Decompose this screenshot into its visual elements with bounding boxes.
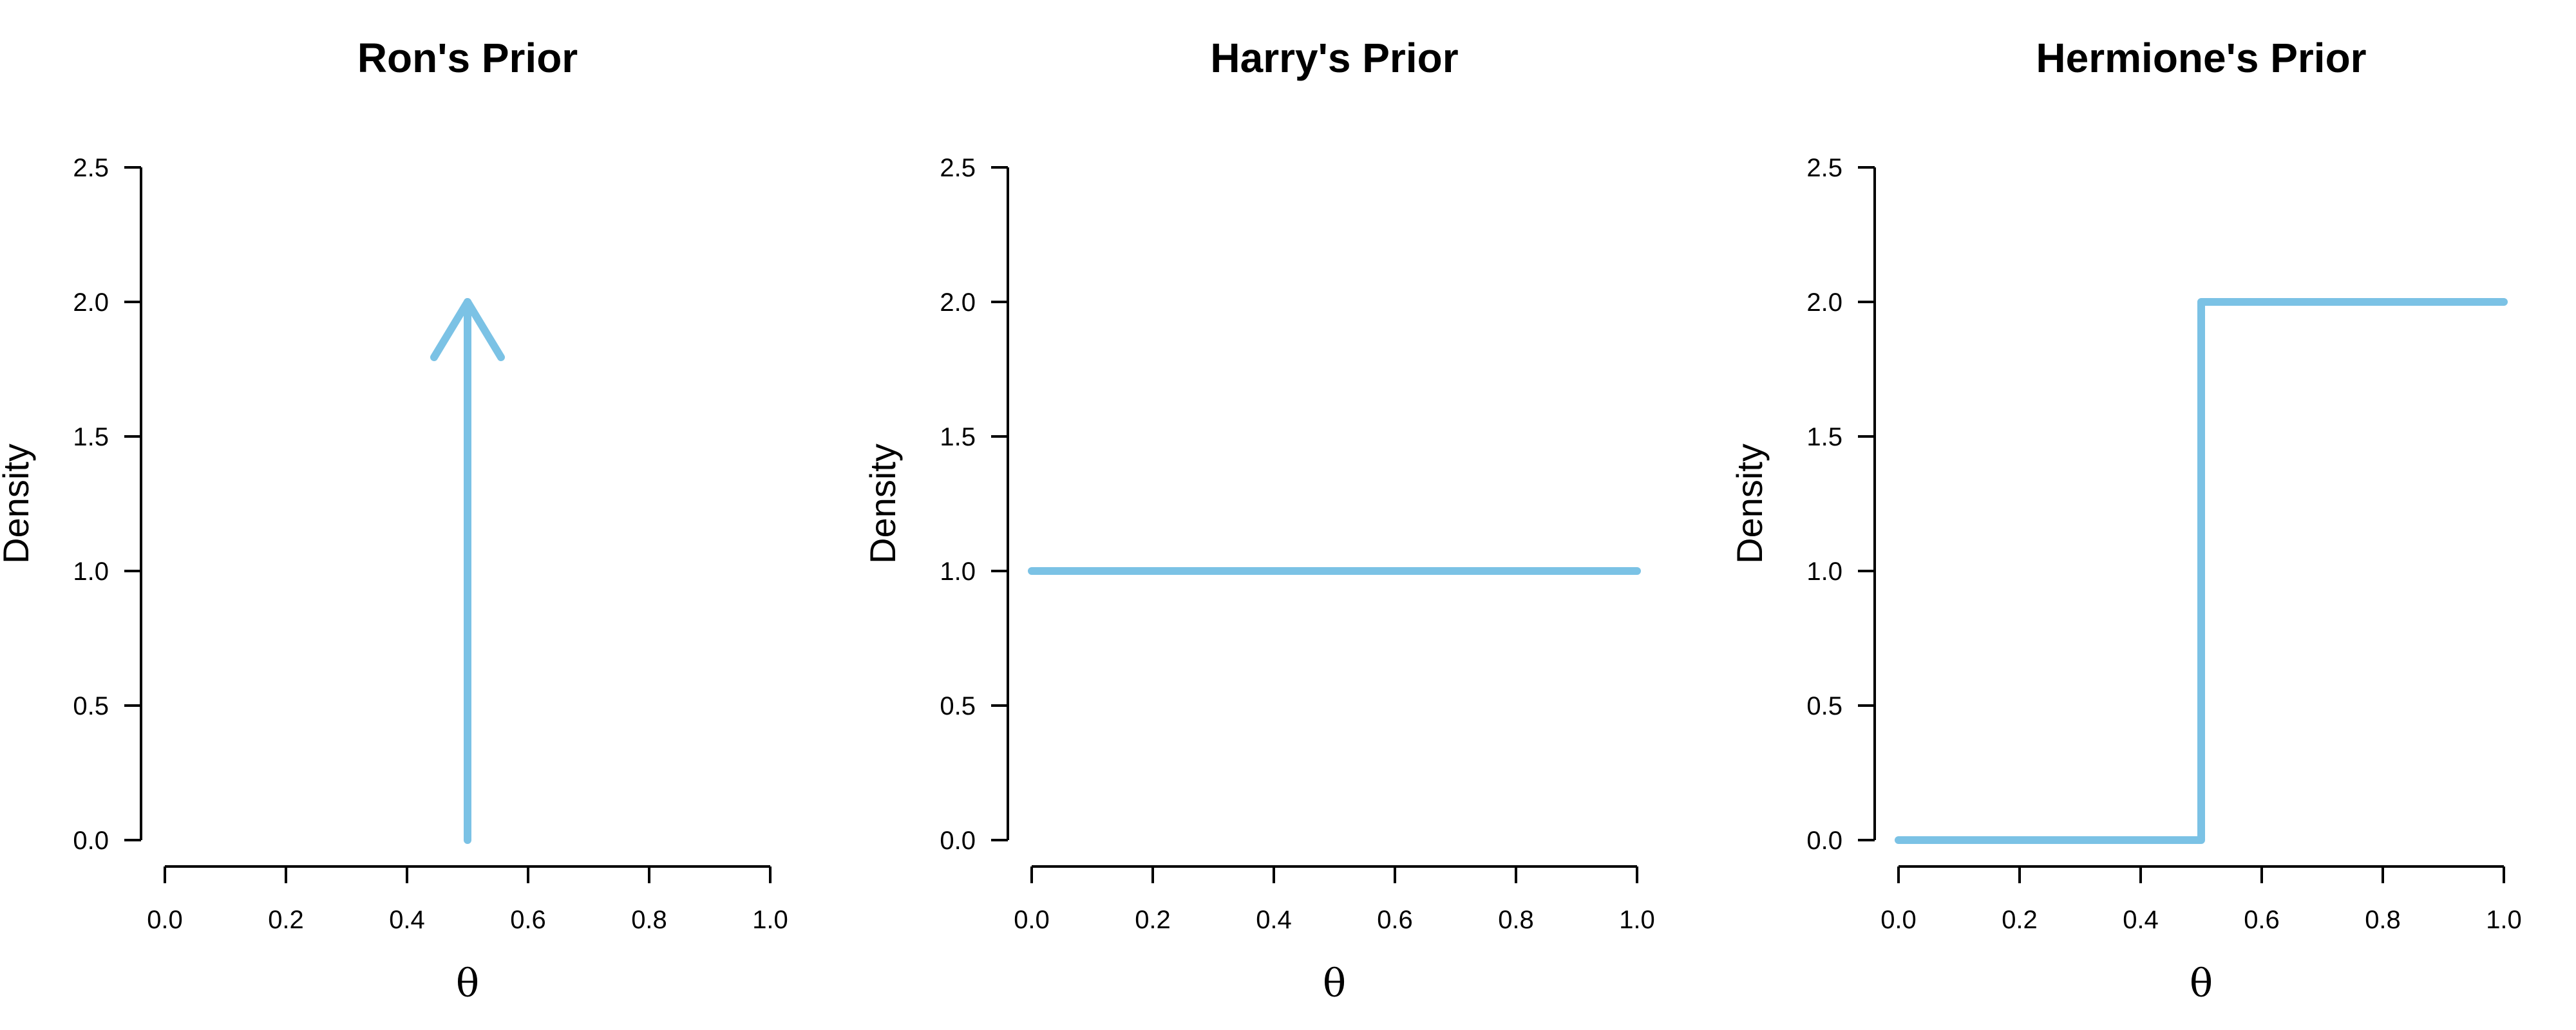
x-tick-label: 1.0 [752, 906, 788, 934]
arrowhead [430, 298, 505, 361]
y-tick-label: 1.5 [940, 423, 976, 451]
chart-panel: Ron's Prior 0.0 0.5 1.0 1.5 2.0 2.5 0.0 0.2 0.4 0.… [0, 35, 788, 1006]
density-line [1895, 298, 2508, 844]
y-tick-label: 2.5 [1806, 154, 1842, 182]
chart-panel: Harry's Prior 0.0 0.5 1.0 1.5 2.0 2.5 0.0 0.2 0.4… [862, 35, 1655, 1006]
y-tick-label: 2.0 [1806, 288, 1842, 317]
x-tick-label: 0.0 [147, 906, 183, 934]
x-tick-label: 1.0 [1619, 906, 1655, 934]
x-tick-label: 0.6 [1377, 906, 1413, 934]
y-axis-label: Density [0, 444, 36, 564]
y-tick-label: 0.5 [73, 692, 109, 720]
y-tick-label: 1.0 [1806, 557, 1842, 586]
x-tick-label: 0.4 [389, 906, 425, 934]
x-axis-label: θ [1323, 961, 1346, 1006]
x-tick-label: 0.4 [1256, 906, 1292, 934]
x-tick-label: 0.8 [1498, 906, 1534, 934]
y-tick-label: 0.5 [940, 692, 976, 720]
y-tick-label: 2.0 [940, 288, 976, 317]
x-tick-label: 1.0 [2486, 906, 2522, 934]
x-tick-label: 0.6 [510, 906, 546, 934]
y-tick-label: 1.5 [73, 423, 109, 451]
x-tick-label: 0.2 [2002, 906, 2038, 934]
y-tick-label: 0.0 [1806, 827, 1842, 855]
chart-title: Ron's Prior [357, 35, 578, 81]
chart-title: Hermione's Prior [2036, 35, 2366, 81]
x-tick-label: 0.0 [1014, 906, 1050, 934]
y-tick-label: 1.0 [73, 557, 109, 586]
y-tick-label: 2.5 [73, 154, 109, 182]
x-tick-label: 0.8 [2365, 906, 2401, 934]
x-tick-label: 0.2 [1135, 906, 1171, 934]
y-tick-label: 0.0 [73, 827, 109, 855]
x-tick-label: 0.6 [2244, 906, 2280, 934]
x-tick-label: 0.0 [1880, 906, 1917, 934]
chart-title: Harry's Prior [1210, 35, 1458, 81]
x-axis-label: θ [456, 961, 479, 1006]
x-tick-label: 0.4 [2123, 906, 2159, 934]
y-tick-label: 2.0 [73, 288, 109, 317]
y-axis-label: Density [1729, 444, 1770, 564]
y-axis-label: Density [862, 444, 903, 564]
y-tick-label: 0.5 [1806, 692, 1842, 720]
y-tick-label: 0.0 [940, 827, 976, 855]
y-tick-label: 1.0 [940, 557, 976, 586]
x-tick-label: 0.8 [631, 906, 667, 934]
x-axis-label: θ [2190, 961, 2213, 1006]
chart-panel: Hermione's Prior 0.0 0.5 1.0 1.5 2.0 2.5 0.0 0.2… [1729, 35, 2522, 1006]
y-tick-label: 2.5 [940, 154, 976, 182]
y-tick-label: 1.5 [1806, 423, 1842, 451]
x-tick-label: 0.2 [268, 906, 304, 934]
